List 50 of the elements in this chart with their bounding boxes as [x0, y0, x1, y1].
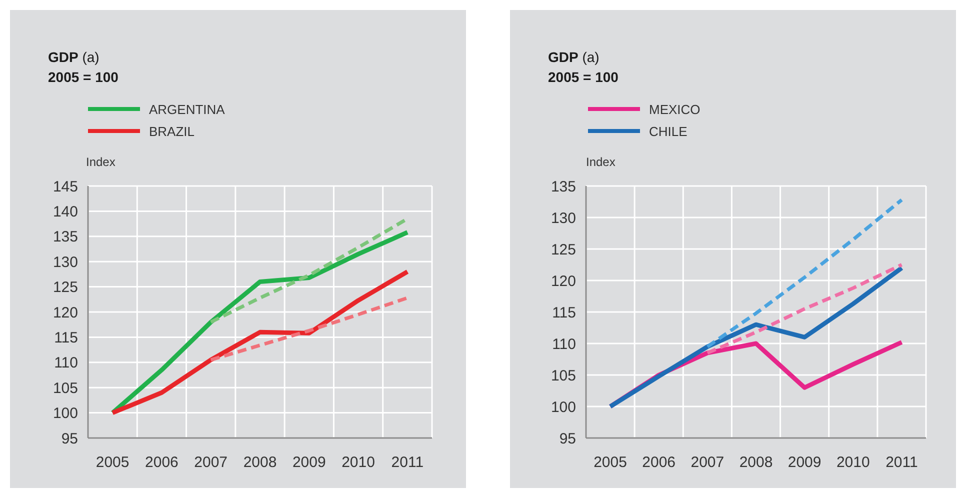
y-tick-label: 120: [52, 304, 78, 322]
line-series: [608, 266, 904, 409]
x-tick-label: 2007: [194, 454, 228, 471]
y-tick-label: 95: [559, 430, 576, 448]
y-tick-label: 95: [61, 430, 78, 448]
x-tick-label: 2005: [96, 454, 130, 471]
y-tick-label: 145: [52, 178, 78, 196]
x-tick-label: 2009: [292, 454, 326, 471]
y-tick-label: 100: [52, 405, 78, 422]
chart-subtitle: 2005 = 100: [548, 69, 619, 85]
chart-subtitle: 2005 = 100: [48, 69, 119, 85]
legend-label: ARGENTINA: [149, 102, 226, 117]
y-tick-label: 125: [550, 241, 576, 258]
y-tick-label: 135: [52, 228, 78, 246]
x-tick-label: 2008: [243, 454, 277, 471]
y-tick-label: 120: [550, 272, 576, 290]
x-tick-label: 2008: [739, 454, 773, 471]
y-tick-label: 140: [52, 203, 78, 220]
x-tick-label: 2010: [836, 454, 870, 471]
y-tick-label: 105: [52, 380, 78, 397]
chart-title: GDP (a): [48, 49, 100, 65]
y-tick-label: 135: [550, 178, 576, 196]
x-tick-label: 2006: [145, 454, 178, 471]
x-tick-label: 2007: [690, 454, 724, 471]
chart-title: GDP (a): [548, 49, 600, 65]
y-tick-label: 115: [54, 329, 78, 346]
line-series: [110, 269, 410, 416]
line-series: [110, 230, 410, 416]
y-tick-label: 130: [52, 254, 78, 271]
x-tick-label: 2009: [788, 454, 822, 471]
line-series: [706, 198, 904, 348]
y-tick-label: 110: [54, 354, 78, 372]
x-tick-label: 2011: [391, 454, 424, 471]
y-tick-label: 105: [550, 367, 576, 384]
legend-label: BRAZIL: [149, 124, 195, 139]
y-tick-label: 110: [552, 336, 576, 353]
legend-label: MEXICO: [649, 102, 700, 117]
x-tick-label: 2011: [886, 454, 918, 471]
x-tick-label: 2006: [642, 454, 676, 471]
line-series: [209, 296, 410, 362]
y-tick-label: 125: [52, 279, 78, 296]
x-tick-label: 2010: [342, 454, 375, 471]
x-tick-label: 2005: [594, 454, 627, 471]
y-tick-label: 130: [550, 210, 576, 227]
line-series: [706, 263, 904, 355]
y-tick-label: 115: [552, 304, 576, 322]
y-axis-title: Index: [586, 155, 616, 169]
legend-label: CHILE: [649, 124, 688, 139]
y-axis-title: Index: [86, 155, 116, 169]
y-tick-label: 100: [550, 398, 576, 416]
